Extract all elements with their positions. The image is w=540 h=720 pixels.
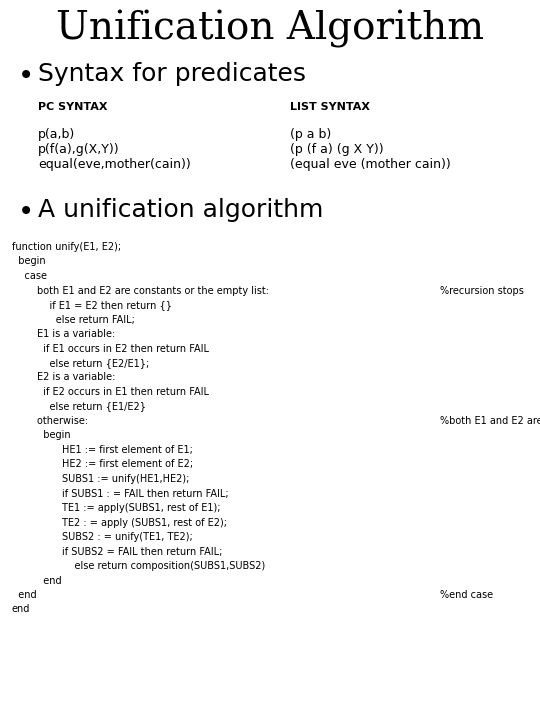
Text: Unification Algorithm: Unification Algorithm — [56, 10, 484, 48]
Text: function unify(E1, E2);: function unify(E1, E2); — [12, 242, 121, 252]
Text: PC SYNTAX: PC SYNTAX — [38, 102, 107, 112]
Text: else return {E2/E1};: else return {E2/E1}; — [12, 358, 149, 368]
Text: %end case: %end case — [440, 590, 493, 600]
Text: end: end — [12, 605, 30, 614]
Text: else return composition(SUBS1,SUBS2): else return composition(SUBS1,SUBS2) — [12, 561, 265, 571]
Text: both E1 and E2 are constants or the empty list:: both E1 and E2 are constants or the empt… — [12, 286, 269, 295]
Text: begin: begin — [12, 256, 45, 266]
Text: Syntax for predicates: Syntax for predicates — [38, 62, 306, 86]
Text: else return {E1/E2}: else return {E1/E2} — [12, 402, 146, 412]
Text: E2 is a variable:: E2 is a variable: — [12, 372, 116, 382]
Text: end: end — [12, 575, 62, 585]
Text: TE1 := apply(SUBS1, rest of E1);: TE1 := apply(SUBS1, rest of E1); — [12, 503, 220, 513]
Text: TE2 : = apply (SUBS1, rest of E2);: TE2 : = apply (SUBS1, rest of E2); — [12, 518, 227, 528]
Text: begin: begin — [12, 431, 71, 441]
Text: (p a b): (p a b) — [290, 128, 331, 141]
Text: if E1 occurs in E2 then return FAIL: if E1 occurs in E2 then return FAIL — [12, 343, 209, 354]
Text: else return FAIL;: else return FAIL; — [12, 315, 135, 325]
Text: case: case — [12, 271, 47, 281]
Text: HE2 := first element of E2;: HE2 := first element of E2; — [12, 459, 193, 469]
Text: if E2 occurs in E1 then return FAIL: if E2 occurs in E1 then return FAIL — [12, 387, 209, 397]
Text: A unification algorithm: A unification algorithm — [38, 198, 323, 222]
Text: end: end — [12, 590, 37, 600]
Text: (p (f a) (g X Y)): (p (f a) (g X Y)) — [290, 143, 383, 156]
Text: equal(eve,mother(cain)): equal(eve,mother(cain)) — [38, 158, 191, 171]
Text: •: • — [18, 198, 34, 226]
Text: LIST SYNTAX: LIST SYNTAX — [290, 102, 370, 112]
Text: if SUBS1 : = FAIL then return FAIL;: if SUBS1 : = FAIL then return FAIL; — [12, 488, 228, 498]
Text: %recursion stops: %recursion stops — [440, 286, 524, 295]
Text: if SUBS2 = FAIL then return FAIL;: if SUBS2 = FAIL then return FAIL; — [12, 546, 222, 557]
Text: •: • — [18, 62, 34, 90]
Text: otherwise:: otherwise: — [12, 416, 88, 426]
Text: SUBS1 := unify(HE1,HE2);: SUBS1 := unify(HE1,HE2); — [12, 474, 190, 484]
Text: HE1 := first element of E1;: HE1 := first element of E1; — [12, 445, 193, 455]
Text: if E1 = E2 then return {}: if E1 = E2 then return {} — [12, 300, 172, 310]
Text: SUBS2 : = unify(TE1, TE2);: SUBS2 : = unify(TE1, TE2); — [12, 532, 193, 542]
Text: E1 is a variable:: E1 is a variable: — [12, 329, 115, 339]
Text: %both E1 and E2 are lists: %both E1 and E2 are lists — [440, 416, 540, 426]
Text: p(a,b): p(a,b) — [38, 128, 75, 141]
Text: (equal eve (mother cain)): (equal eve (mother cain)) — [290, 158, 451, 171]
Text: p(f(a),g(X,Y)): p(f(a),g(X,Y)) — [38, 143, 120, 156]
